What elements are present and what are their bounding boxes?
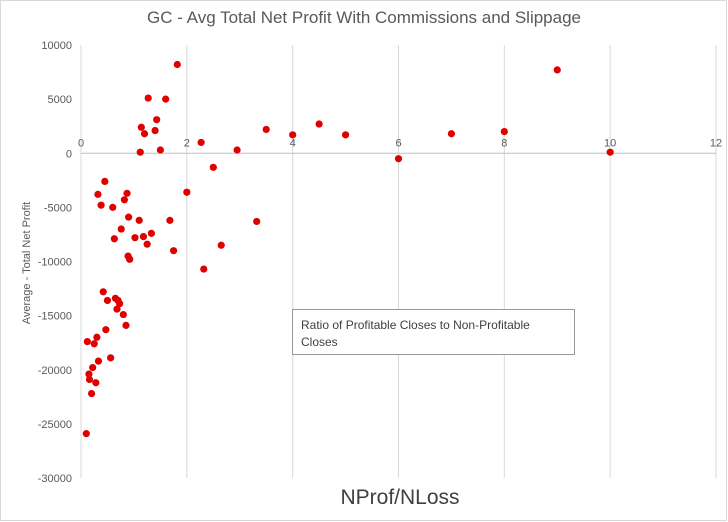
- y-tick-label: -30000: [38, 473, 72, 485]
- data-point: [394, 155, 403, 163]
- data-point: [120, 196, 128, 204]
- x-tick-label: 6: [395, 137, 401, 149]
- data-point: [136, 148, 144, 156]
- data-point: [140, 130, 149, 138]
- x-tick-label: 0: [78, 137, 84, 149]
- data-point: [109, 203, 117, 211]
- data-point: [341, 131, 350, 139]
- data-point: [116, 300, 124, 308]
- y-tick-label: -5000: [44, 202, 72, 214]
- data-point: [117, 225, 125, 233]
- data-point: [162, 95, 170, 103]
- data-point: [93, 333, 101, 341]
- data-point: [143, 240, 151, 248]
- data-point: [110, 235, 118, 243]
- y-tick-label: -15000: [38, 311, 72, 323]
- data-point: [103, 296, 112, 305]
- data-point: [500, 128, 508, 136]
- data-point: [99, 288, 107, 296]
- x-axis-label: NProf/NLoss: [340, 486, 460, 509]
- data-points: [82, 60, 614, 438]
- data-point: [113, 305, 121, 313]
- data-point: [166, 216, 174, 224]
- data-point: [135, 216, 143, 224]
- x-tick-label: 10: [604, 137, 616, 149]
- data-point: [144, 94, 152, 102]
- y-tick-label: -10000: [38, 257, 72, 269]
- data-point: [89, 363, 97, 372]
- data-point: [90, 340, 98, 348]
- data-point: [262, 125, 270, 134]
- data-point: [151, 126, 159, 135]
- data-point: [85, 375, 94, 384]
- y-tick-label: -25000: [38, 419, 72, 431]
- data-point: [170, 247, 178, 255]
- y-tick-label: 10000: [41, 40, 72, 52]
- data-point: [119, 310, 127, 319]
- data-point: [147, 229, 155, 237]
- x-tick-labels: 0 2 4 6 8 10 12: [78, 137, 722, 149]
- x-tick-label: 4: [290, 137, 296, 149]
- data-point: [253, 217, 261, 226]
- data-point: [82, 430, 90, 438]
- x-tick-label: 8: [501, 137, 507, 149]
- data-point: [107, 354, 115, 362]
- data-point: [92, 379, 100, 387]
- data-point: [209, 163, 217, 171]
- data-point: [315, 120, 323, 128]
- x-tick-label: 12: [710, 137, 722, 149]
- data-point: [200, 265, 208, 273]
- annotation-box: Ratio of Profitable Closes to Non-Profit…: [292, 309, 575, 355]
- data-point: [197, 138, 205, 147]
- data-point: [131, 234, 139, 242]
- data-point: [125, 213, 133, 221]
- x-tick-label: 2: [184, 137, 190, 149]
- y-tick-label: -20000: [38, 365, 72, 377]
- data-point: [102, 326, 110, 334]
- data-point: [553, 66, 561, 74]
- y-tick-label: 5000: [48, 94, 72, 106]
- data-point: [447, 130, 456, 138]
- data-point: [289, 131, 297, 139]
- data-point: [97, 201, 105, 209]
- data-point: [217, 241, 225, 249]
- data-point: [233, 146, 241, 154]
- chart-title: GC - Avg Total Net Profit With Commissio…: [147, 8, 581, 27]
- data-point: [139, 233, 148, 241]
- data-point: [173, 60, 181, 69]
- data-point: [94, 357, 103, 365]
- data-point: [87, 389, 96, 398]
- data-point: [94, 190, 102, 198]
- data-point: [183, 188, 191, 196]
- data-point: [101, 177, 109, 185]
- data-point: [123, 189, 131, 197]
- data-point: [122, 321, 130, 329]
- data-point: [137, 123, 145, 131]
- data-point: [126, 255, 134, 263]
- y-tick-labels: 10000 5000 0 -5000 -10000 -15000 -20000 -25000 -…: [38, 40, 72, 485]
- data-point: [83, 338, 91, 346]
- data-point: [85, 370, 93, 378]
- y-tick-label: 0: [66, 148, 72, 160]
- gridlines: [80, 45, 717, 478]
- data-point: [153, 116, 161, 124]
- data-point: [606, 148, 614, 156]
- y-axis-label: Average - Total Net Profit: [21, 201, 33, 325]
- data-point: [156, 146, 164, 154]
